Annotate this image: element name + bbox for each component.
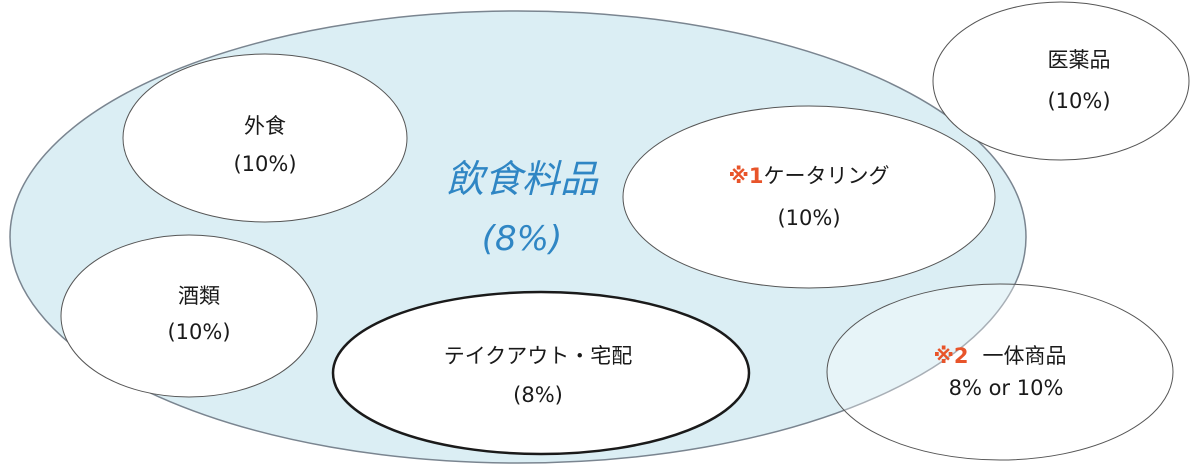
shurui-rate: (10%) bbox=[167, 320, 230, 344]
ittai-ellipse bbox=[826, 283, 1174, 461]
takeout-label: テイクアウト・宅配 bbox=[444, 344, 633, 368]
iyakuhin-rate: (10%) bbox=[1047, 89, 1110, 113]
shurui-label: 酒類 bbox=[178, 284, 220, 308]
gaishoku-ellipse bbox=[122, 53, 408, 223]
catering-label: ケータリング bbox=[764, 164, 890, 188]
ittai-rate: 8% or 10% bbox=[949, 376, 1064, 400]
main-title: 飲食料品 bbox=[446, 157, 599, 201]
catering-ellipse bbox=[622, 105, 996, 289]
catering-note: ※1 bbox=[728, 164, 763, 188]
takeout-rate: (8%) bbox=[513, 383, 563, 407]
gaishoku-rate: (10%) bbox=[233, 152, 296, 176]
catering-rate: (10%) bbox=[777, 206, 840, 230]
iyakuhin-ellipse bbox=[932, 1, 1190, 161]
ittai-label-line: ※2 一体商品 bbox=[933, 344, 1066, 368]
iyakuhin-label: 医薬品 bbox=[1048, 48, 1111, 72]
shurui-ellipse bbox=[60, 234, 318, 398]
ittai-note: ※2 bbox=[933, 344, 968, 368]
catering-label-line: ※1ケータリング bbox=[728, 164, 889, 188]
main-rate: (8%) bbox=[482, 219, 562, 259]
ittai-label: 一体商品 bbox=[983, 344, 1067, 368]
gaishoku-label: 外食 bbox=[244, 114, 286, 138]
takeout-ellipse bbox=[331, 290, 751, 456]
